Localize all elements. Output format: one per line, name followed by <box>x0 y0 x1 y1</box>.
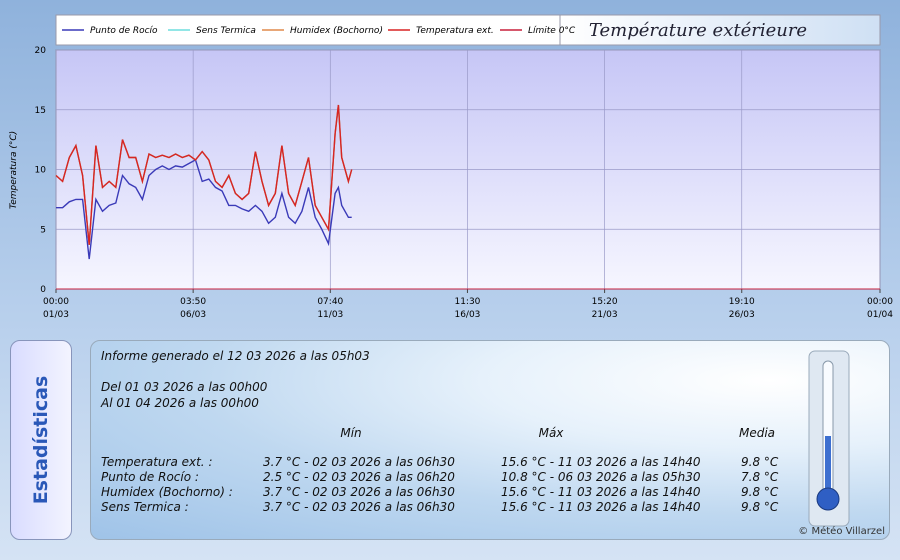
x-tick-label: 11:30 16/03 <box>454 297 480 320</box>
chart: Température extérieure Temperatura (°C) … <box>9 14 893 320</box>
credit: © Météo Villarzel <box>798 526 885 537</box>
stat-value: 2.5 °C - 02 03 2026 a las 06h20 <box>263 470 455 484</box>
stat-value: 15.6 °C - 11 03 2026 a las 14h40 <box>501 485 701 499</box>
y-tick-label: 5 <box>40 225 46 235</box>
stat-label: Temperatura ext. : <box>101 455 213 469</box>
column-header: Mín <box>340 426 362 440</box>
legend-box <box>55 14 561 46</box>
y-tick-label: 10 <box>35 166 47 176</box>
stat-value: 9.8 °C <box>741 455 779 469</box>
x-tick-label: 03:50 06/03 <box>180 297 206 320</box>
stat-value: 10.8 °C - 06 03 2026 a las 05h30 <box>501 470 701 484</box>
x-tick-label: 15:20 21/03 <box>592 297 618 320</box>
period-end: Al 01 04 2026 a las 00h00 <box>101 396 259 410</box>
y-tick-label: 15 <box>35 106 46 116</box>
title-box <box>559 14 881 46</box>
x-tick-label: 19:10 26/03 <box>729 297 755 320</box>
y-axis-label: Temperatura (°C) <box>9 131 19 209</box>
legend-label: Punto de Rocío <box>90 26 158 36</box>
legend-label: Límite 0°C <box>528 26 576 36</box>
stats-panel: © Météo Villarzel Informe generado el 12… <box>90 340 890 540</box>
y-tick-label: 20 <box>35 46 47 56</box>
x-tick-label: 00:00 01/03 <box>43 297 69 320</box>
legend-label: Sens Termica <box>196 26 256 36</box>
report-date: Informe generado el 12 03 2026 a las 05h… <box>101 349 370 363</box>
thermometer-icon <box>808 350 850 527</box>
stat-value: 15.6 °C - 11 03 2026 a las 14h40 <box>501 500 701 514</box>
stat-label: Sens Termica : <box>101 500 189 514</box>
stat-value: 9.8 °C <box>741 500 779 514</box>
x-tick-label: 07:40 11/03 <box>317 297 343 320</box>
y-tick-label: 0 <box>40 285 46 295</box>
stat-value: 9.8 °C <box>741 485 779 499</box>
stat-value: 3.7 °C - 02 03 2026 a las 06h30 <box>263 455 455 469</box>
stat-label: Punto de Rocío : <box>101 470 199 484</box>
stat-label: Humidex (Bochorno) : <box>101 485 233 499</box>
column-header: Media <box>738 426 776 440</box>
period-start: Del 01 03 2026 a las 00h00 <box>101 380 268 394</box>
legend-label: Humidex (Bochorno) <box>290 26 383 36</box>
series-line <box>55 104 353 245</box>
series-line <box>56 158 352 260</box>
stat-value: 15.6 °C - 11 03 2026 a las 14h40 <box>501 455 701 469</box>
stats-tab: Estadísticas <box>10 340 72 540</box>
x-tick-label: 00:00 01/04 <box>867 297 893 320</box>
stats-heading: Estadísticas <box>30 375 52 505</box>
stat-value: 7.8 °C <box>741 470 779 484</box>
stat-value: 3.7 °C - 02 03 2026 a las 06h30 <box>263 485 455 499</box>
chart-title: Température extérieure <box>589 20 807 41</box>
column-header: Máx <box>538 426 564 440</box>
stat-value: 3.7 °C - 02 03 2026 a las 06h30 <box>263 500 455 514</box>
legend-label: Temperatura ext. <box>416 26 494 36</box>
